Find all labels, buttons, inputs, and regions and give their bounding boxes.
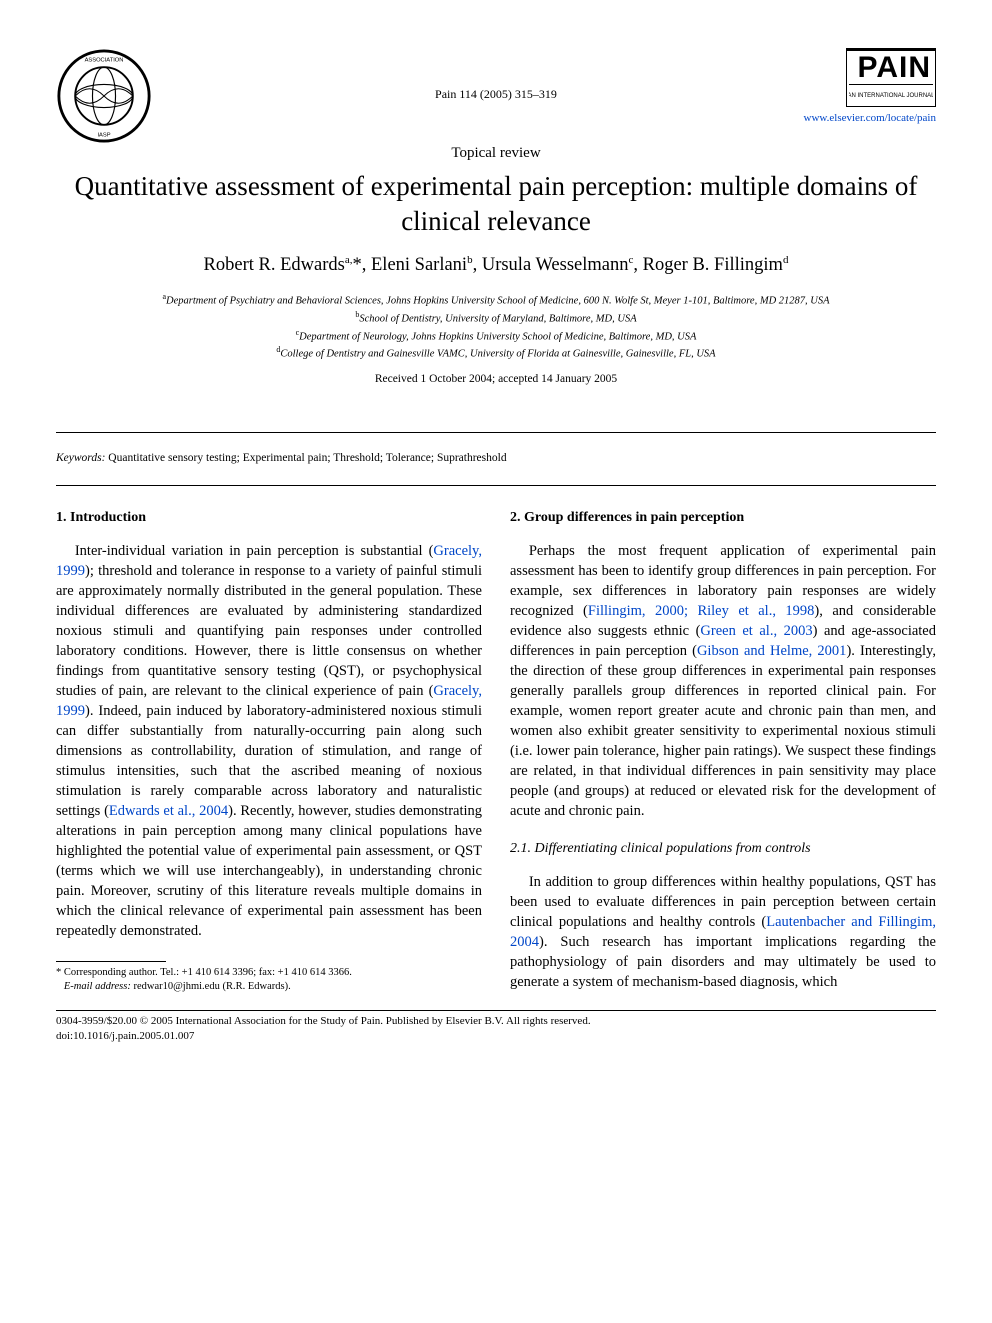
- iasp-logo: ASSOCIATION IASP: [56, 48, 152, 144]
- keywords-text: Quantitative sensory testing; Experiment…: [108, 452, 506, 464]
- article-dates: Received 1 October 2004; accepted 14 Jan…: [56, 372, 936, 388]
- pain-logo-caption: AN INTERNATIONAL JOURNAL: [849, 89, 933, 99]
- affiliation-d: dCollege of Dentistry and Gainesville VA…: [56, 344, 936, 362]
- svg-text:AN INTERNATIONAL JOURNAL: AN INTERNATIONAL JOURNAL: [849, 93, 933, 99]
- article-title: Quantitative assessment of experimental …: [56, 169, 936, 239]
- ref-edwards-2004[interactable]: Edwards et al., 2004: [109, 803, 228, 819]
- pain-logo-box: PAIN AN INTERNATIONAL JOURNAL: [846, 48, 936, 107]
- journal-url-link[interactable]: www.elsevier.com/locate/pain: [804, 111, 936, 126]
- doi-line: doi:10.1016/j.pain.2005.01.007: [56, 1029, 936, 1043]
- affiliation-b: bSchool of Dentistry, University of Mary…: [56, 309, 936, 327]
- corresponding-author-footnote: * Corresponding author. Tel.: +1 410 614…: [56, 966, 482, 994]
- section-2-paragraph: Perhaps the most frequent application of…: [510, 541, 936, 821]
- section-2-1-paragraph: In addition to group differences within …: [510, 872, 936, 992]
- ref-green-2003[interactable]: Green et al., 2003: [700, 623, 812, 639]
- affiliations: aDepartment of Psychiatry and Behavioral…: [56, 291, 936, 362]
- ref-gibson-2001[interactable]: Gibson and Helme, 2001: [697, 643, 847, 659]
- footnote-email-label: E-mail address:: [64, 981, 131, 992]
- affiliation-c: cDepartment of Neurology, Johns Hopkins …: [56, 327, 936, 345]
- section-2-heading: 2. Group differences in pain perception: [510, 508, 936, 527]
- author-list: Robert R. Edwardsa,*, Eleni Sarlanib, Ur…: [56, 253, 936, 279]
- section-1-paragraph: Inter-individual variation in pain perce…: [56, 541, 482, 941]
- keywords-label: Keywords:: [56, 452, 105, 464]
- copyright-line: 0304-3959/$20.00 © 2005 International As…: [56, 1014, 936, 1028]
- svg-text:ASSOCIATION: ASSOCIATION: [85, 57, 124, 63]
- section-1-heading: 1. Introduction: [56, 508, 482, 527]
- journal-name: PAIN: [849, 52, 933, 85]
- section-2-1-heading: 2.1. Differentiating clinical population…: [510, 839, 936, 858]
- keywords-line: Keywords: Quantitative sensory testing; …: [56, 451, 936, 467]
- divider-top: [56, 432, 936, 433]
- footnote-rule: [56, 961, 166, 962]
- footer-rule: [56, 1010, 936, 1011]
- footnote-tel: * Corresponding author. Tel.: +1 410 614…: [56, 966, 482, 980]
- affiliation-a: aDepartment of Psychiatry and Behavioral…: [56, 291, 936, 309]
- footnote-email: redwar10@jhmi.edu (R.R. Edwards).: [133, 981, 290, 992]
- svg-text:IASP: IASP: [97, 132, 110, 138]
- article-type: Topical review: [56, 143, 936, 164]
- divider-bottom: [56, 485, 936, 486]
- journal-brand: PAIN AN INTERNATIONAL JOURNAL www.elsevi…: [804, 48, 936, 126]
- ref-fillingim-2000[interactable]: Fillingim, 2000; Riley et al., 1998: [588, 603, 815, 619]
- body-columns: 1. Introduction Inter-individual variati…: [56, 504, 936, 995]
